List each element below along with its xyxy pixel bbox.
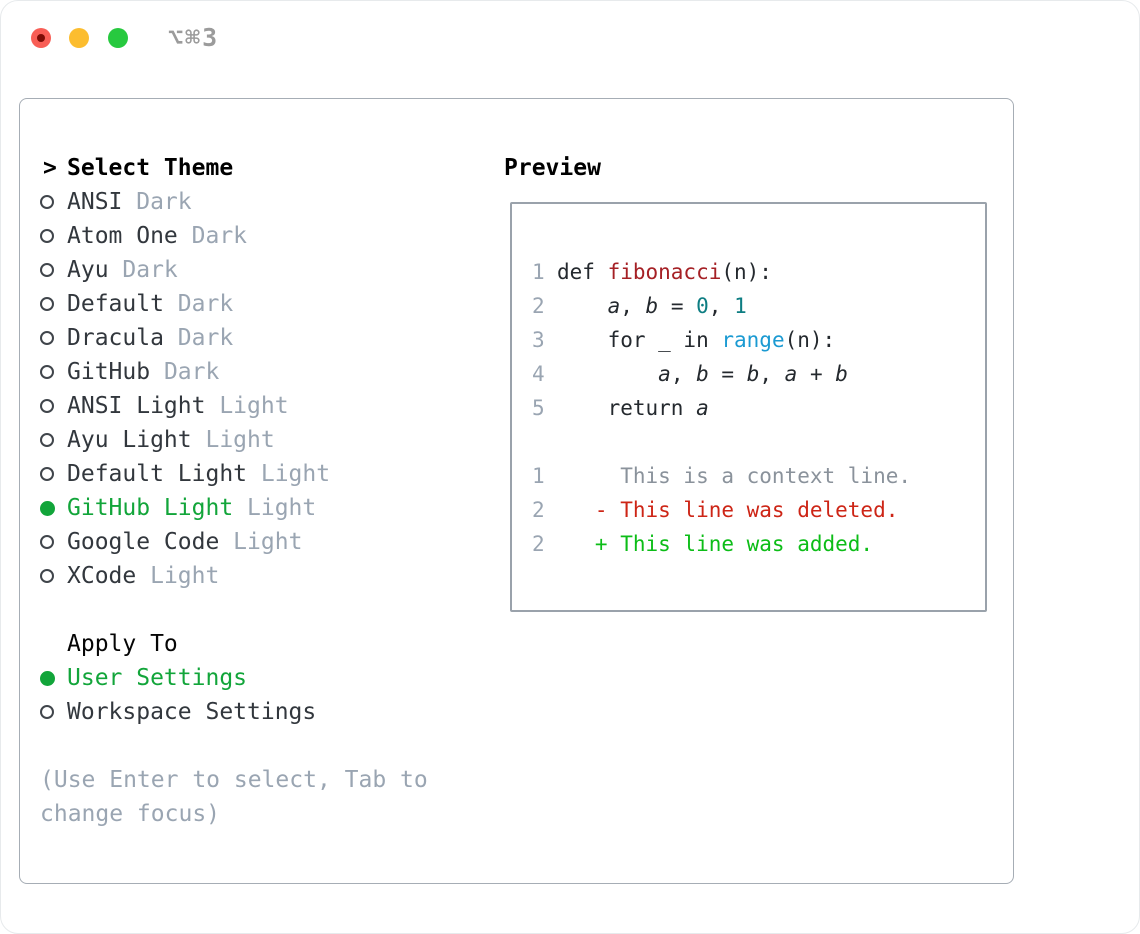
theme-variant-label: Light — [205, 393, 289, 419]
code-line-content: This is a context line. — [557, 464, 912, 488]
theme-variant-label: Dark — [163, 325, 234, 351]
theme-item-label: XCode — [67, 563, 137, 589]
line-number: 2 — [532, 532, 545, 556]
line-number: 5 — [532, 396, 545, 420]
select-theme-header: Select Theme — [67, 155, 234, 181]
apply-option-label: Workspace Settings — [67, 699, 317, 725]
radio-icon — [40, 569, 54, 583]
code-line: 5 return a — [532, 391, 985, 425]
apply-to-list: Apply To User Settings Workspace Settings — [40, 627, 316, 729]
theme-item-ayu-dark[interactable]: Ayu Dark — [40, 253, 330, 287]
preview-header: Preview — [504, 155, 601, 181]
apply-to-header-row: Apply To — [40, 627, 316, 661]
theme-item-label: GitHub Light — [67, 495, 234, 521]
theme-item-default-light-light[interactable]: Default Light Light — [40, 457, 330, 491]
theme-item-label: Atom One — [67, 223, 178, 249]
theme-item-xcode-light[interactable]: XCode Light — [40, 559, 330, 593]
code-line-content: a, b = b, a + b — [658, 362, 848, 386]
titlebar: ⌥⌘3 — [1, 1, 1139, 76]
theme-variant-label: Dark — [150, 359, 220, 385]
radio-icon — [40, 399, 54, 413]
theme-item-label: Ayu Light — [67, 427, 192, 453]
radio-icon — [40, 433, 54, 447]
code-line: 1 def fibonacci(n): — [532, 255, 985, 289]
theme-variant-label: Dark — [163, 291, 234, 317]
minimize-button[interactable] — [69, 28, 89, 48]
theme-item-default-dark[interactable]: Default Dark — [40, 287, 330, 321]
line-number: 3 — [532, 328, 545, 352]
radio-icon — [40, 195, 54, 209]
theme-variant-label: Light — [191, 427, 275, 453]
theme-item-atom-one-dark[interactable]: Atom One Dark — [40, 219, 330, 253]
theme-variant-label: Light — [136, 563, 220, 589]
theme-variant-label: Light — [247, 461, 331, 487]
line-number: 1 — [532, 464, 545, 488]
theme-item-label: Google Code — [67, 529, 220, 555]
close-dot-icon — [37, 34, 45, 42]
close-button[interactable] — [31, 28, 51, 48]
radio-icon — [40, 365, 54, 379]
radio-icon — [40, 297, 54, 311]
theme-item-ayu-light-light[interactable]: Ayu Light Light — [40, 423, 330, 457]
theme-variant-label: Dark — [108, 257, 178, 283]
apply-option-workspace-settings[interactable]: Workspace Settings — [40, 695, 316, 729]
code-line-content: return a — [557, 396, 709, 420]
code-line-content: - This line was deleted. — [557, 498, 899, 522]
code-line: 4 a, b = b, a + b — [532, 357, 985, 391]
code-line-content: for _ in range(n): — [557, 328, 836, 352]
theme-item-github-light-light[interactable]: GitHub Light Light — [40, 491, 330, 525]
line-number: 4 — [532, 362, 545, 386]
code-line: 3 for _ in range(n): — [532, 323, 985, 357]
theme-variant-label: Light — [219, 529, 303, 555]
zoom-button[interactable] — [108, 28, 128, 48]
apply-option-user-settings[interactable]: User Settings — [40, 661, 316, 695]
radio-icon — [40, 263, 54, 277]
theme-picker-panel: > Select Theme ANSI Dark Atom One Dark Ayu… — [19, 98, 1014, 884]
radio-icon — [40, 467, 54, 481]
code-line-content: a, b = 0, 1 — [607, 294, 747, 318]
theme-item-label: ANSI Light — [67, 393, 206, 419]
window-title-shortcut: ⌥⌘3 — [168, 23, 220, 52]
theme-item-ansi-dark[interactable]: ANSI Dark — [40, 185, 330, 219]
code-line-content: def fibonacci(n): — [557, 260, 772, 284]
select-theme-header-row: > Select Theme — [40, 151, 330, 185]
theme-item-github-dark[interactable]: GitHub Dark — [40, 355, 330, 389]
theme-item-dracula-dark[interactable]: Dracula Dark — [40, 321, 330, 355]
theme-variant-label: Dark — [177, 223, 248, 249]
code-line: 1 This is a context line. — [532, 459, 985, 493]
apply-to-header: Apply To — [67, 631, 178, 657]
code-line: 2 + This line was added. — [532, 527, 985, 561]
line-number: 2 — [532, 498, 545, 522]
theme-item-label: Ayu — [67, 257, 109, 283]
theme-item-label: Default — [67, 291, 164, 317]
theme-item-google-code-light[interactable]: Google Code Light — [40, 525, 330, 559]
theme-item-label: ANSI — [67, 189, 123, 215]
theme-variant-label: Light — [233, 495, 317, 521]
radio-icon — [40, 331, 54, 345]
code-line-content: + This line was added. — [557, 532, 874, 556]
hint-text: (Use Enter to select, Tab to change focu… — [40, 767, 428, 827]
radio-icon — [40, 535, 54, 549]
selected-radio-icon — [40, 670, 55, 686]
theme-item-label: Default Light — [67, 461, 248, 487]
code-line: 2 - This line was deleted. — [532, 493, 985, 527]
selected-radio-icon — [40, 500, 55, 516]
radio-icon — [40, 705, 54, 719]
line-number: 1 — [532, 260, 545, 284]
theme-item-label: Dracula — [67, 325, 164, 351]
theme-item-label: GitHub — [67, 359, 151, 385]
code-line — [532, 425, 985, 459]
theme-list: > Select Theme ANSI Dark Atom One Dark Ayu… — [40, 151, 330, 593]
code-line: 2 a, b = 0, 1 — [532, 289, 985, 323]
theme-item-ansi-light-light[interactable]: ANSI Light Light — [40, 389, 330, 423]
line-number: 2 — [532, 294, 545, 318]
apply-option-label: User Settings — [67, 665, 248, 691]
theme-variant-label: Dark — [122, 189, 192, 215]
prompt-caret-icon: > — [43, 155, 57, 181]
radio-icon — [40, 229, 54, 243]
